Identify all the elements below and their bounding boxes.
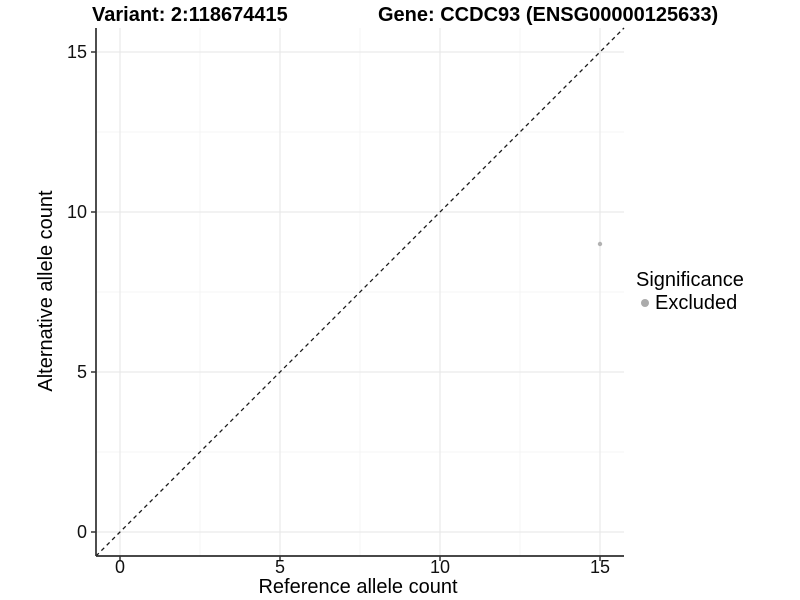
x-tick-label: 15 bbox=[590, 557, 610, 577]
legend: Significance Excluded bbox=[636, 269, 744, 314]
gene-title: Gene: CCDC93 (ENSG00000125633) bbox=[378, 4, 719, 26]
x-axis-title: Reference allele count bbox=[258, 576, 458, 598]
x-tick-label: 5 bbox=[275, 557, 285, 577]
y-tick-label: 15 bbox=[67, 42, 87, 62]
y-tick-label: 5 bbox=[77, 362, 87, 382]
legend-title: Significance bbox=[636, 269, 744, 291]
variant-title: Variant: 2:118674415 bbox=[92, 4, 288, 26]
excluded-point-icon bbox=[641, 299, 649, 307]
data-point bbox=[597, 241, 603, 247]
legend-item-excluded: Excluded bbox=[636, 292, 744, 314]
legend-item-label: Excluded bbox=[655, 292, 738, 314]
x-tick-label: 0 bbox=[115, 557, 125, 577]
y-tick-label: 0 bbox=[77, 522, 87, 542]
y-tick-label: 10 bbox=[67, 202, 87, 222]
identity-dashed-line bbox=[95, 27, 625, 557]
x-tick-label: 10 bbox=[430, 557, 450, 577]
y-axis-title: Alternative allele count bbox=[35, 190, 57, 392]
